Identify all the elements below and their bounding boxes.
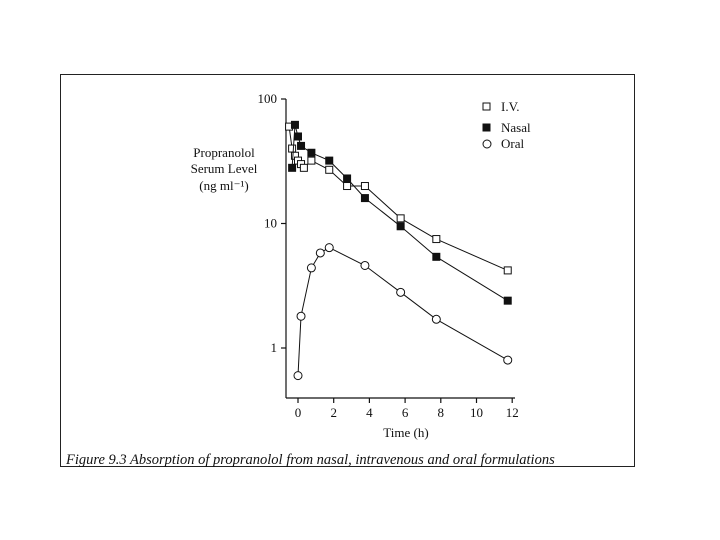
legend-label-oral: Oral	[501, 136, 524, 151]
y-axis-label-line-2: Serum Level	[191, 161, 258, 176]
y-tick-label: 1	[271, 340, 278, 355]
data-point-oral	[396, 287, 406, 297]
x-tick-label: 8	[438, 405, 445, 420]
legend-label-nasal: Nasal	[501, 120, 531, 135]
x-tick-label: 12	[506, 405, 519, 420]
data-point-oral	[503, 355, 513, 365]
y-axis-label-line-3: (ng ml⁻¹)	[199, 178, 248, 193]
y-axis-label-line-1: Propranolol	[193, 145, 255, 160]
data-point-nasal	[396, 222, 405, 231]
data-point-nasal	[297, 141, 306, 150]
data-point-nasal	[288, 163, 297, 172]
x-ticks: 0 2 4 6 8 10 12	[295, 398, 519, 420]
figure-frame	[60, 74, 635, 467]
data-point-oral	[431, 314, 441, 324]
data-point-oral	[315, 248, 325, 258]
legend-marker-oral	[482, 139, 492, 149]
data-point-i-v	[288, 144, 297, 153]
data-point-nasal	[294, 132, 302, 141]
data-point-nasal	[307, 148, 316, 157]
data-point-oral	[324, 243, 334, 253]
x-tick-label: 4	[366, 405, 373, 420]
data-point-oral	[293, 371, 303, 381]
legend-label-iv: I.V.	[501, 99, 520, 114]
data-point-nasal	[503, 296, 512, 305]
data-point-i-v	[307, 156, 316, 165]
data-point-nasal	[290, 120, 299, 129]
data-point-oral	[306, 263, 316, 273]
x-tick-label: 10	[470, 405, 483, 420]
legend-marker-iv	[482, 102, 491, 111]
x-axis-label: Time (h)	[383, 425, 428, 440]
legend-marker-nasal	[482, 123, 491, 132]
series-line-nasal	[291, 124, 508, 302]
x-tick-label: 6	[402, 405, 409, 420]
data-point-nasal	[343, 174, 352, 183]
figure-caption: Figure 9.3 Absorption of propranolol fro…	[66, 452, 555, 468]
y-ticks: 1 10 100	[258, 91, 286, 355]
data-point-nasal	[360, 194, 369, 203]
data-point-nasal	[325, 156, 334, 165]
y-tick-label: 10	[264, 216, 277, 231]
data-point-oral	[360, 260, 370, 270]
x-tick-label: 0	[295, 405, 302, 420]
data-point-nasal	[432, 252, 441, 261]
data-point-i-v	[432, 235, 441, 244]
data-point-i-v	[325, 165, 334, 174]
data-point-i-v	[343, 182, 352, 191]
series-group	[285, 120, 513, 381]
data-point-i-v	[360, 182, 369, 191]
data-point-i-v	[396, 214, 405, 223]
y-tick-label: 100	[258, 91, 278, 106]
legend: I.V. Nasal Oral	[482, 99, 531, 151]
data-point-oral	[296, 311, 306, 321]
series-line-oral	[297, 247, 508, 376]
data-point-i-v	[299, 163, 308, 172]
x-tick-label: 2	[330, 405, 337, 420]
data-point-i-v	[503, 266, 512, 275]
